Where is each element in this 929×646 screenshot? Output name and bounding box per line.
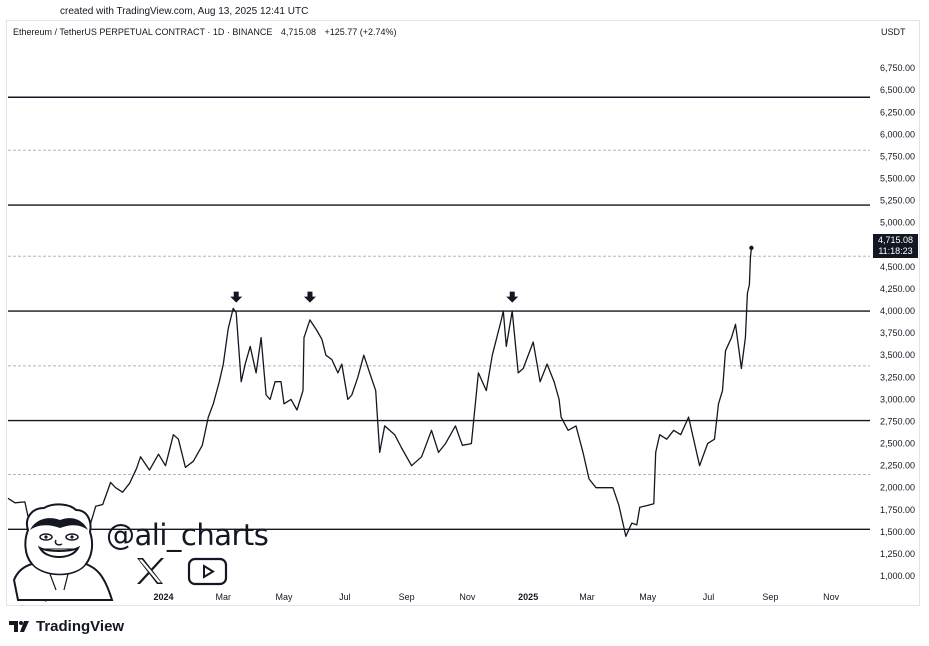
x-logo-icon	[137, 558, 164, 584]
tradingview-logo-icon	[9, 621, 29, 632]
last-price: 4,715.08	[280, 27, 316, 37]
youtube-logo-icon	[187, 557, 228, 586]
y-tick-label: 3,750.00	[880, 328, 915, 338]
price-axis: 1,000.00 1,250.00 1,500.00 1,750.00 2,000.00…	[880, 63, 915, 581]
x-tick-label: Jul	[703, 592, 715, 602]
y-tick-label: 2,750.00	[880, 416, 915, 426]
y-tick-label: 6,750.00	[880, 63, 915, 73]
arrow-down-icon	[303, 291, 316, 303]
y-tick-label: 1,750.00	[880, 505, 915, 515]
y-tick-label: 6,250.00	[880, 107, 915, 117]
y-tick-label: 2,500.00	[880, 439, 915, 449]
y-tick-label: 3,500.00	[880, 350, 915, 360]
y-tick-label: 3,000.00	[880, 394, 915, 404]
price-line-series	[7, 247, 753, 537]
avatar-caricature	[12, 503, 114, 601]
y-tick-label: 4,000.00	[880, 306, 915, 316]
bar-countdown: 11:18:23	[878, 246, 913, 256]
y-tick-label: 5,500.00	[880, 174, 915, 184]
tradingview-brand[interactable]: TradingView	[36, 618, 125, 635]
peak-arrows	[230, 291, 519, 303]
last-price-value: 4,715.08	[877, 235, 914, 245]
y-tick-label: 1,500.00	[880, 527, 915, 537]
y-tick-label: 3,250.00	[880, 372, 915, 382]
last-price-dot	[749, 245, 754, 251]
y-tick-label: 4,500.00	[880, 262, 915, 272]
horizontal-lines	[8, 96, 870, 530]
x-tick-label: Mar	[579, 592, 595, 602]
y-tick-label: 5,250.00	[880, 196, 915, 206]
price-change: +125.77 (+2.74%)	[324, 27, 397, 37]
created-caption: created with TradingView.com, Aug 13, 20…	[60, 6, 309, 17]
y-tick-label: 1,250.00	[880, 549, 915, 559]
y-tick-label: 5,000.00	[880, 218, 915, 228]
x-tick-label: May	[276, 592, 294, 602]
y-tick-label: 2,000.00	[880, 483, 915, 493]
x-tick-label: Mar	[216, 592, 232, 602]
watermark-handle: @ali_charts	[106, 518, 269, 552]
x-tick-label: Sep	[762, 592, 778, 602]
y-tick-label: 5,750.00	[880, 151, 915, 161]
time-axis: SepNov2024MarMayJulSepNov2025MarMayJulSe…	[34, 592, 840, 602]
y-tick-label: 6,500.00	[880, 85, 915, 95]
y-tick-label: 1,000.00	[880, 571, 915, 581]
symbol-line: Ethereum / TetherUS PERPETUAL CONTRACT ·…	[13, 27, 403, 37]
arrow-down-icon	[230, 291, 243, 303]
y-tick-label: 2,250.00	[880, 461, 915, 471]
x-tick-label: 2024	[153, 592, 173, 602]
x-tick-label: Sep	[399, 592, 415, 602]
currency-label[interactable]: USDT	[881, 27, 906, 37]
x-tick-label: May	[639, 592, 657, 602]
x-tick-label: Nov	[459, 592, 476, 602]
arrow-down-icon	[506, 291, 519, 303]
x-tick-label: Jul	[339, 592, 351, 602]
x-tick-label: Nov	[823, 592, 840, 602]
symbol-title[interactable]: Ethereum / TetherUS PERPETUAL CONTRACT ·…	[13, 27, 273, 37]
chart-frame	[6, 20, 920, 606]
y-tick-label: 6,000.00	[880, 129, 915, 139]
y-tick-label: 4,250.00	[880, 284, 915, 294]
x-tick-label: 2025	[518, 592, 538, 602]
last-price-tag: 4,715.08 11:18:23	[873, 234, 918, 258]
